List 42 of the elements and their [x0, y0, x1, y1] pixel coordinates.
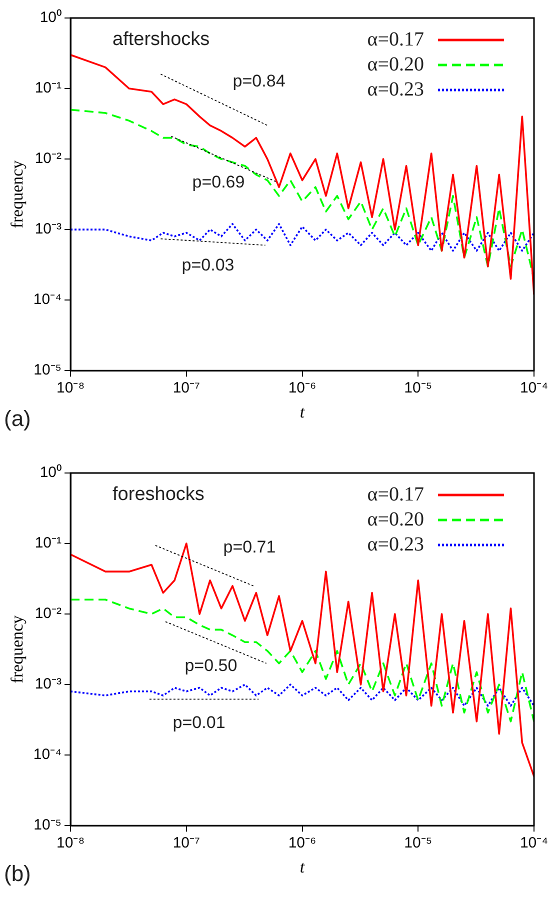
x-tick-label: 10⁻⁵: [404, 380, 432, 397]
x-tick-label: 10⁻⁶: [288, 380, 316, 397]
annotation: p=0.71: [223, 537, 276, 556]
annotation: p=0.03: [182, 256, 234, 275]
x-tick-label: 10⁻⁴: [520, 380, 548, 397]
legend-label: α=0.17: [367, 28, 424, 50]
x-tick-label: 10⁻⁷: [172, 834, 200, 852]
y-tick-label: 10⁻²: [34, 150, 62, 168]
annotation: p=0.01: [172, 712, 226, 732]
annotation: p=0.50: [184, 656, 238, 676]
y-tick-label: 10⁻¹: [34, 534, 62, 552]
x-tick-label: 10⁻⁴: [520, 834, 548, 852]
annotation: p=0.84: [232, 71, 286, 90]
annotation: p=0.69: [192, 172, 245, 192]
y-axis-title: frequency: [8, 614, 27, 684]
text: (a): [4, 406, 31, 432]
y-tick-label: 10⁻³: [34, 220, 62, 238]
y-tick-label: 10⁻¹: [34, 80, 62, 97]
y-tick-label: 10⁻⁴: [33, 746, 62, 764]
legend-label: α=0.23: [367, 533, 424, 556]
x-tick-label: 10⁻⁸: [56, 380, 85, 397]
x-tick-label: 10⁻⁸: [56, 834, 85, 852]
text: (b): [4, 861, 31, 886]
x-axis-title: t: [300, 402, 306, 422]
y-tick-label: 10⁰: [40, 9, 62, 26]
annotation: aftershocks: [112, 29, 210, 50]
x-tick-label: 10⁻⁵: [404, 834, 432, 852]
y-tick-label: 10⁰: [40, 464, 62, 482]
x-tick-label: 10⁻⁷: [172, 380, 200, 397]
y-tick-label: 10⁻³: [34, 676, 62, 693]
y-tick-label: 10⁻⁴: [33, 291, 62, 308]
y-axis-title: frequency: [8, 160, 27, 228]
y-tick-label: 10⁻²: [34, 605, 62, 622]
y-tick-label: 10⁻⁵: [34, 362, 62, 379]
legend-label: α=0.20: [367, 53, 424, 76]
legend-label: α=0.17: [367, 483, 424, 506]
y-tick-label: 10⁻⁵: [34, 816, 62, 834]
legend-label: α=0.20: [367, 508, 424, 530]
annotation: foreshocks: [112, 484, 204, 506]
x-axis-title: t: [300, 857, 306, 876]
x-tick-label: 10⁻⁶: [288, 834, 316, 852]
legend-label: α=0.23: [367, 78, 424, 100]
